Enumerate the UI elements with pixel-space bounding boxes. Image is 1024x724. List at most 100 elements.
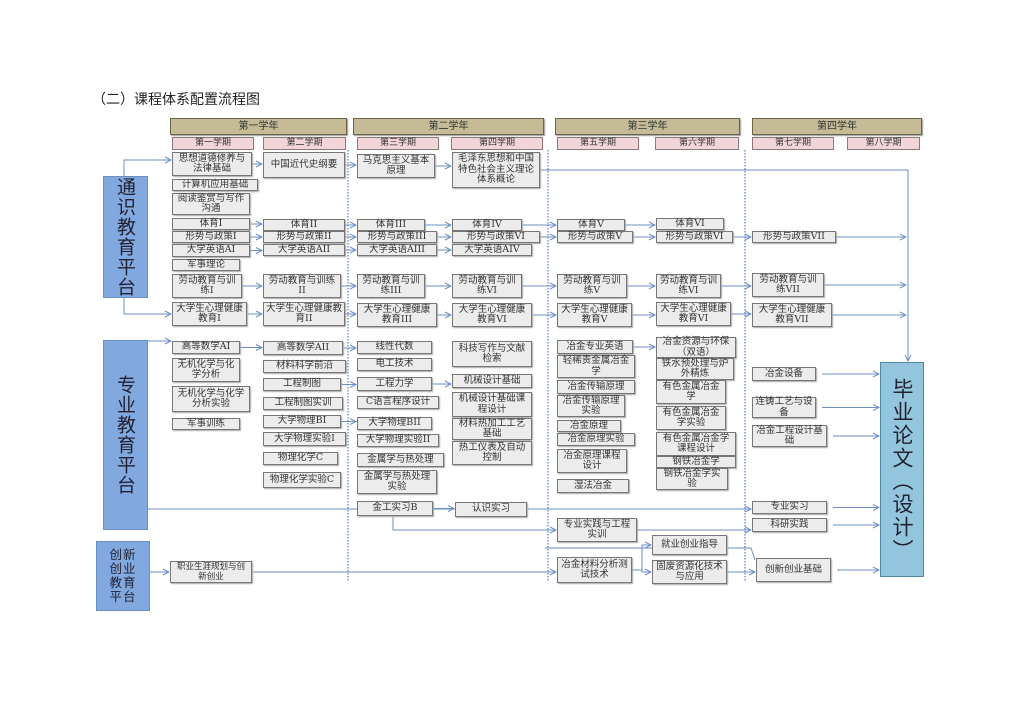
course-box: 无机化学与化学分析 [172,358,240,382]
platform-label: 创新创业教育平台 [109,547,137,604]
year-header: 第二学年 [353,118,544,135]
course-box: 体育VI [656,218,724,230]
semester-label: 第六学期 [655,137,739,150]
flow-arrow [123,160,171,176]
course-box: C语言程序设计 [357,396,439,409]
course-box: 中国近代史纲要 [263,152,345,178]
course-box: 科技写作与文献检索 [452,341,532,367]
course-box: 固废资源化技术与应用 [652,560,727,584]
course-box: 冶金资源与环保（双语） [656,336,736,358]
semester-label: 第二学期 [263,137,346,150]
course-box: 形势与政策VI [452,231,540,243]
course-box: 大学英语AII [263,244,345,256]
flow-arrow [632,545,651,571]
course-box: 金属学与热处理实验 [357,470,437,494]
course-box: 体育IV [452,219,522,231]
course-box: 大学物理实验II [357,434,439,447]
course-box: 工程制图 [263,378,341,391]
course-box: 大学生心理健康教育III [357,303,437,327]
course-box: 冶金原理课程设计 [557,449,627,473]
course-box: 机械设计基础 [452,374,532,388]
course-box: 认识实习 [455,502,527,517]
flow-arrow [392,516,556,530]
course-box: 工程力学 [357,377,432,391]
course-box: 体育II [263,219,345,231]
course-box: 劳动教育与训练VII [752,273,824,297]
course-box: 形势与政策VII [752,231,836,243]
course-box: 工程制图实训 [263,397,343,410]
semester-label: 第四学期 [451,137,543,150]
platform-innovation-education: 创新创业教育平台 [96,541,150,611]
platform-label: 专业教育平台 [114,375,136,495]
semester-label: 第五学期 [557,137,639,150]
course-box: 钢铁冶金学实验 [656,468,728,490]
course-box: 冶金工程设计基础 [752,425,827,447]
course-box: 体育III [357,219,425,231]
course-box: 金工实习B [357,501,433,516]
course-box: 劳动教育与训练VI [656,274,721,298]
course-box: 大学物理BI [263,415,341,428]
course-box: 体育V [557,219,625,231]
course-box: 冶金原理实验 [557,433,635,446]
page-title: （二）课程体系配置流程图 [92,92,260,108]
course-box: 湿法冶金 [557,479,629,493]
year-header: 第三学年 [555,118,740,135]
course-box: 大学物理BII [357,417,432,430]
course-box: 热工仪表及自动控制 [452,441,532,465]
course-box: 劳动教育与训练III [357,274,425,298]
course-box: 连铸工艺与设备 [752,396,816,418]
semester-label: 第七学期 [752,137,834,150]
semester-label: 第一学期 [172,137,254,150]
course-box: 大学生心理健康教育I [172,302,247,326]
course-box: 大学生心理健康教育II [263,302,345,326]
course-box: 冶金传输原理实验 [557,395,625,417]
course-box: 劳动教育与训练V [557,274,627,298]
course-box: 思想道德修养与法律基础 [172,152,252,176]
course-box: 物理化学实验C [263,472,341,488]
course-box: 大学英语AIV [452,244,532,256]
course-box: 材料科学前沿 [263,360,346,373]
course-box: 马克思主义基本原理 [357,154,435,178]
platform-major-education: 专业教育平台 [103,340,148,530]
course-box: 有色金属冶金学 [656,380,726,404]
flow-arrow [641,570,651,572]
course-box: 科研实践 [752,518,827,532]
course-box: 高等数学AII [263,341,343,355]
graduation-label: 毕业论文（设计） [890,377,914,562]
course-box: 冶金专业英语 [557,340,633,354]
course-box: 劳动教育与训练VI [452,274,522,298]
course-box: 阅读鉴赏与写作沟通 [172,193,250,215]
course-box: 毛泽东思想和中国特色社会主义理论体系概论 [452,152,540,188]
course-box: 专业实习 [752,501,827,514]
course-box: 钢铁冶金学 [656,456,736,468]
course-box: 形势与政策II [263,231,345,243]
course-box: 劳动教育与训练II [263,274,341,298]
course-box: 大学物理实验I [263,432,346,446]
course-box: 大学生心理健康教育V [557,303,632,327]
course-box: 冶金材料分析测试技术 [557,557,632,583]
course-box: 专业实践与工程实训 [557,518,637,542]
graduation-thesis-box: 毕业论文（设计） [880,362,924,577]
year-header: 第一学年 [170,118,347,135]
course-box: 轻稀贵金属冶金学 [557,355,635,378]
flow-arrow [123,298,171,314]
course-box: 高等数学AI [172,341,240,354]
course-box: 职业生涯规划与创新创业 [170,561,252,583]
course-box: 劳动教育与训练I [172,274,242,298]
course-box: 电工技术 [357,358,432,371]
course-box: 机械设计基础课程设计 [452,392,532,417]
course-box: 大学生心理健康教育VI [452,303,532,327]
course-box: 冶金原理 [557,420,621,432]
course-box: 材料热加工工艺基础 [452,418,532,440]
course-box: 有色金属冶金学实验 [656,406,726,430]
platform-general-education: 通识教育平台 [103,176,148,298]
course-box: 形势与政策III [357,231,437,243]
semester-label: 第八学期 [847,137,920,150]
course-box: 形势与政策VI [656,231,733,243]
course-box: 线性代数 [357,341,432,354]
course-box: 有色金属冶金学课程设计 [656,432,736,456]
course-box: 军事训练 [172,418,240,430]
course-box: 物理化学C [263,452,338,465]
course-box: 形势与政策V [557,231,633,243]
